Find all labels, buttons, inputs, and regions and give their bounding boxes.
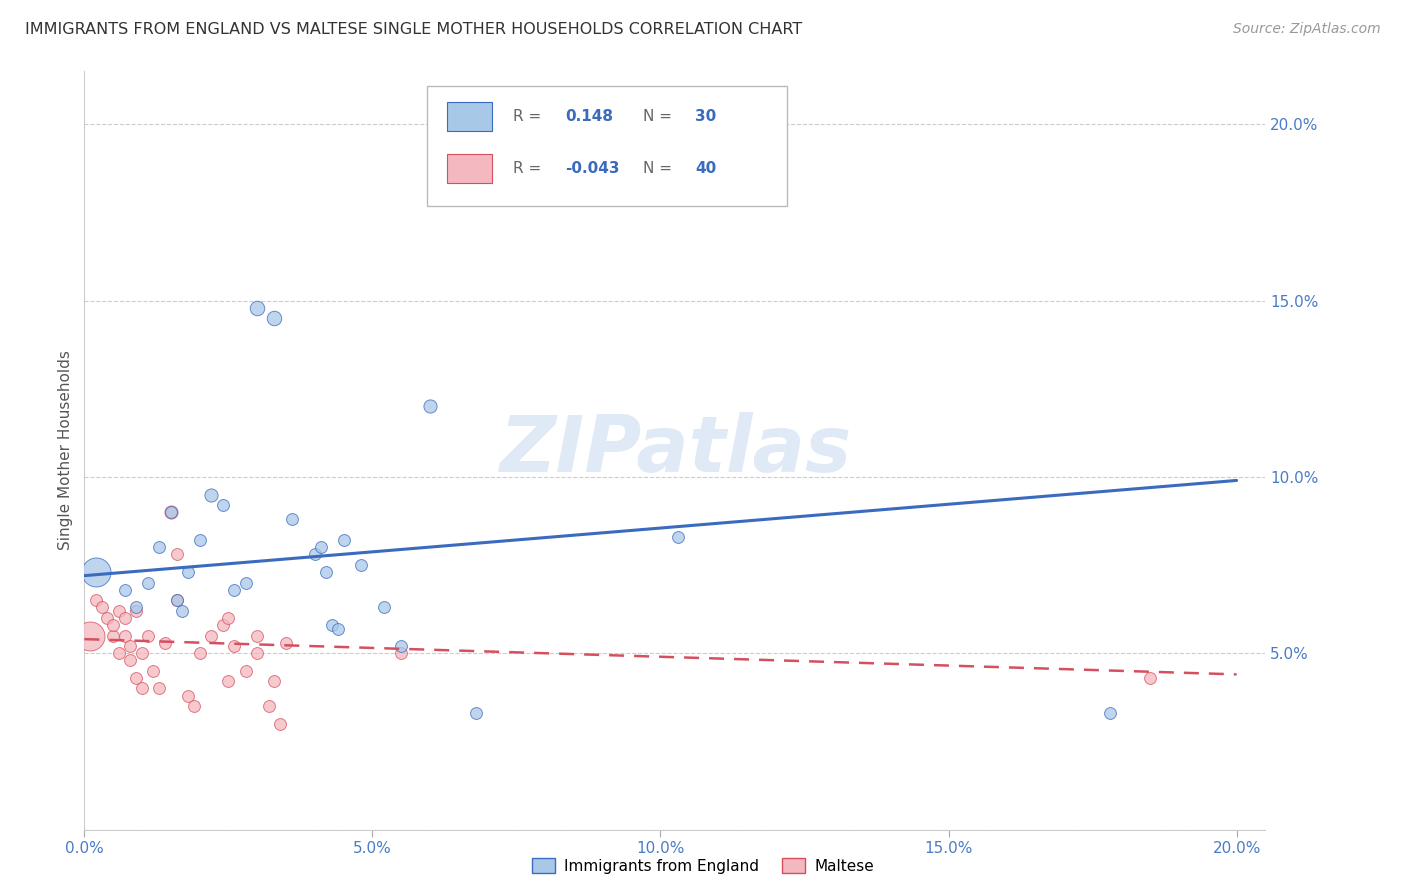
- FancyBboxPatch shape: [447, 103, 492, 131]
- Point: [166, 548, 188, 562]
- Text: N =: N =: [643, 161, 672, 176]
- Point: [200, 629, 222, 643]
- Point: [183, 699, 205, 714]
- Point: [114, 611, 136, 625]
- Point: [211, 498, 233, 512]
- Point: [159, 505, 181, 519]
- Point: [159, 505, 181, 519]
- Point: [166, 593, 188, 607]
- Point: [217, 674, 239, 689]
- Point: [153, 635, 176, 649]
- Point: [1139, 671, 1161, 685]
- Point: [309, 541, 332, 555]
- Point: [246, 629, 269, 643]
- Text: 0.148: 0.148: [565, 110, 613, 124]
- Point: [131, 646, 153, 660]
- Point: [125, 671, 148, 685]
- Point: [321, 618, 343, 632]
- Text: IMMIGRANTS FROM ENGLAND VS MALTESE SINGLE MOTHER HOUSEHOLDS CORRELATION CHART: IMMIGRANTS FROM ENGLAND VS MALTESE SINGL…: [25, 22, 803, 37]
- Point: [142, 664, 165, 678]
- Point: [315, 565, 337, 579]
- Point: [84, 565, 107, 579]
- Point: [211, 618, 233, 632]
- Point: [200, 487, 222, 501]
- Point: [148, 681, 170, 696]
- Point: [274, 635, 297, 649]
- Point: [188, 533, 211, 548]
- Point: [246, 646, 269, 660]
- Point: [120, 639, 142, 653]
- Point: [177, 565, 200, 579]
- Point: [326, 622, 349, 636]
- Legend: Immigrants from England, Maltese: Immigrants from England, Maltese: [526, 852, 880, 880]
- Point: [108, 604, 131, 618]
- Text: 30: 30: [695, 110, 716, 124]
- Point: [84, 593, 107, 607]
- Point: [101, 629, 124, 643]
- Point: [108, 646, 131, 660]
- Point: [389, 639, 412, 653]
- Y-axis label: Single Mother Households: Single Mother Households: [58, 351, 73, 550]
- Point: [304, 548, 326, 562]
- Point: [419, 400, 441, 414]
- Point: [281, 512, 304, 526]
- Text: 40: 40: [695, 161, 716, 176]
- Point: [166, 593, 188, 607]
- Point: [269, 716, 291, 731]
- Point: [373, 600, 395, 615]
- Point: [224, 639, 246, 653]
- Text: R =: R =: [513, 161, 541, 176]
- Point: [332, 533, 354, 548]
- Point: [114, 629, 136, 643]
- Point: [90, 600, 112, 615]
- Point: [125, 600, 148, 615]
- FancyBboxPatch shape: [427, 86, 787, 205]
- Point: [217, 611, 239, 625]
- Point: [224, 582, 246, 597]
- Point: [131, 681, 153, 696]
- Point: [263, 674, 285, 689]
- FancyBboxPatch shape: [447, 154, 492, 183]
- Point: [114, 582, 136, 597]
- Point: [350, 558, 373, 572]
- Point: [172, 604, 194, 618]
- Point: [79, 629, 101, 643]
- Point: [389, 646, 412, 660]
- Text: ZIPatlas: ZIPatlas: [499, 412, 851, 489]
- Point: [666, 530, 689, 544]
- Text: R =: R =: [513, 110, 541, 124]
- Point: [101, 618, 124, 632]
- Point: [136, 629, 159, 643]
- Point: [1098, 706, 1121, 721]
- Point: [235, 575, 257, 590]
- Point: [257, 699, 280, 714]
- Point: [246, 301, 269, 315]
- Text: -0.043: -0.043: [565, 161, 620, 176]
- Point: [96, 611, 118, 625]
- Point: [177, 689, 200, 703]
- Text: N =: N =: [643, 110, 672, 124]
- Point: [188, 646, 211, 660]
- Point: [120, 653, 142, 667]
- Point: [125, 604, 148, 618]
- Point: [148, 541, 170, 555]
- Text: Source: ZipAtlas.com: Source: ZipAtlas.com: [1233, 22, 1381, 37]
- Point: [465, 706, 488, 721]
- Point: [263, 311, 285, 326]
- Point: [235, 664, 257, 678]
- Point: [136, 575, 159, 590]
